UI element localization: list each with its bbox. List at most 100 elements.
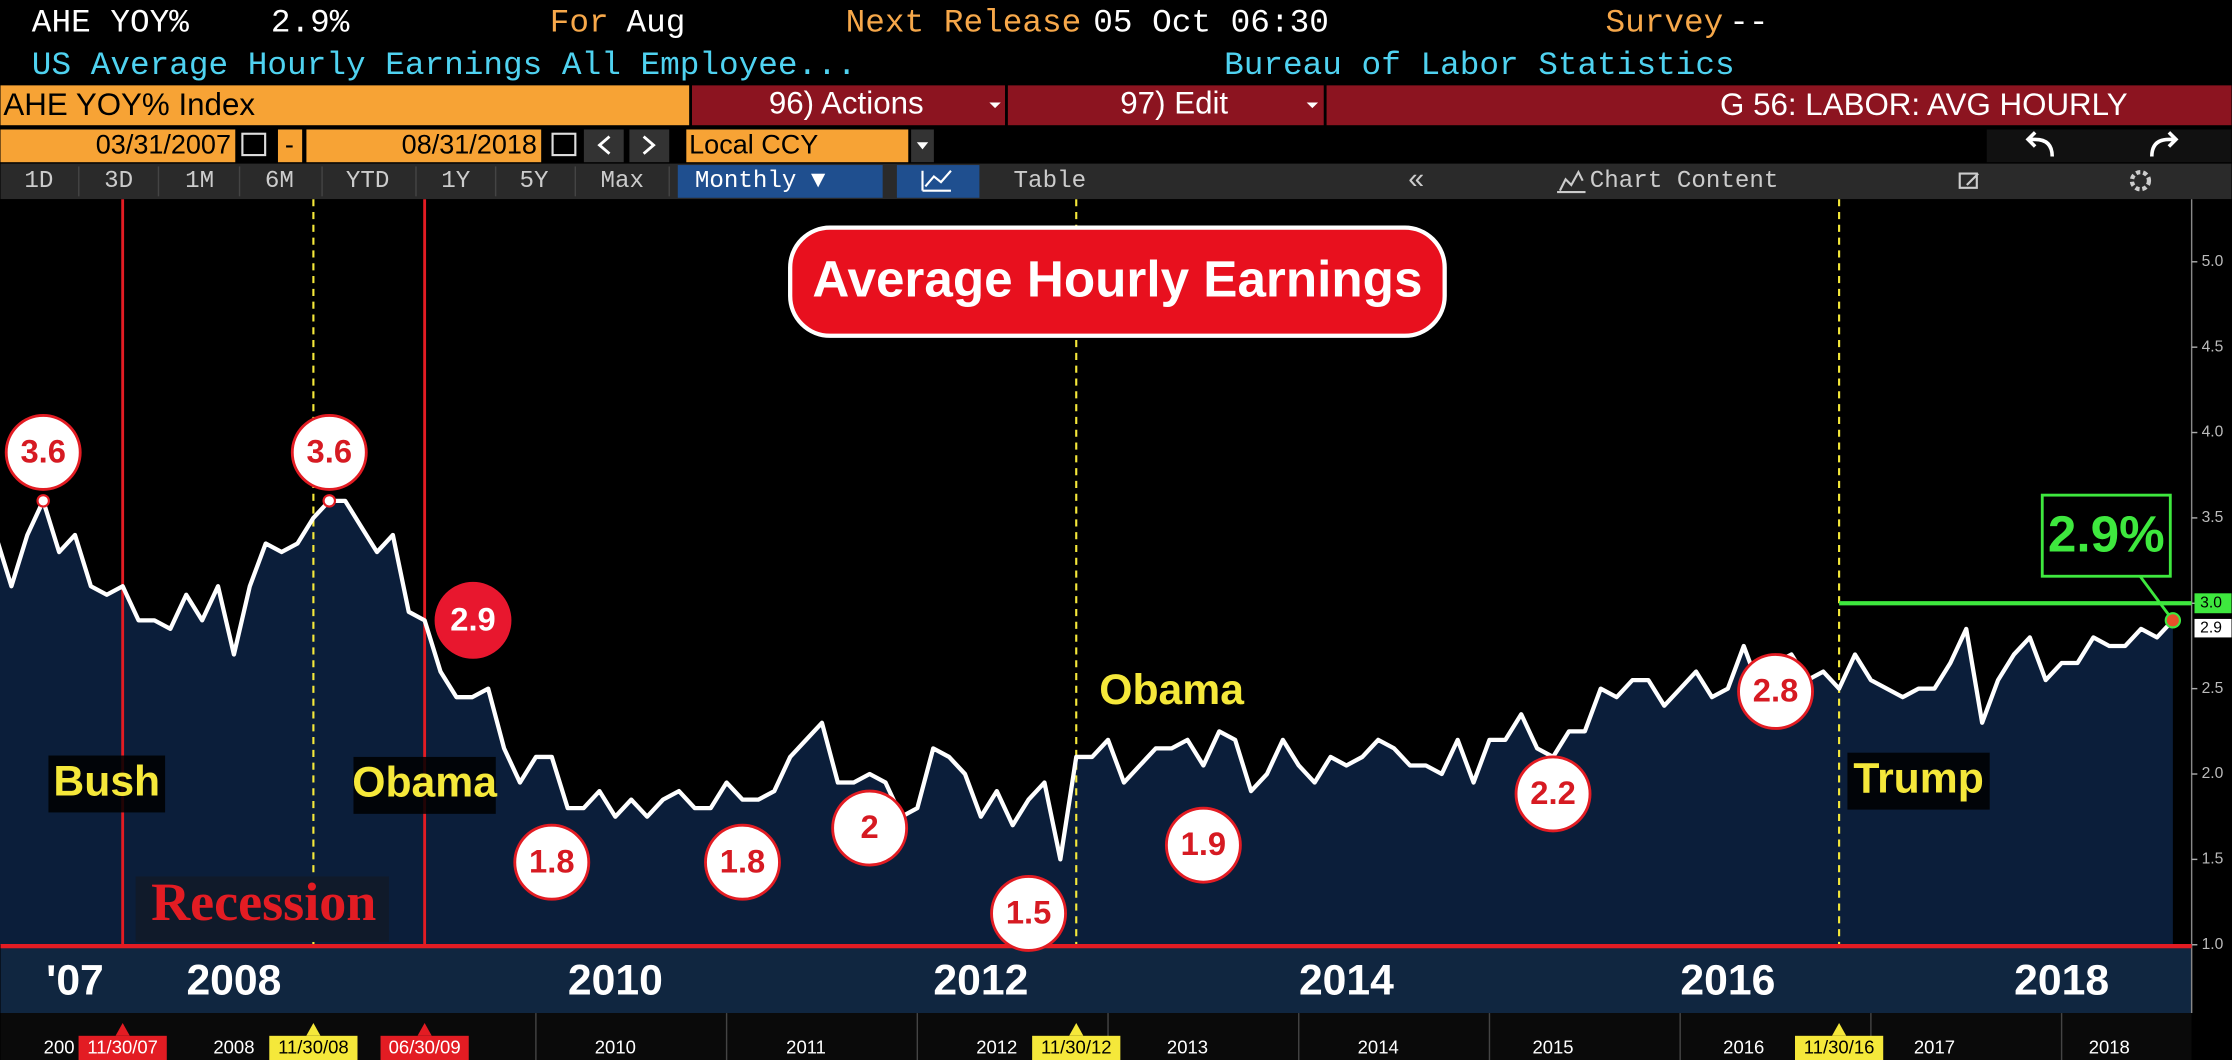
settings-icon[interactable] <box>2129 170 2152 192</box>
period-label-bg <box>353 756 496 814</box>
frequency-button[interactable] <box>677 165 883 198</box>
chart-type-button[interactable] <box>896 165 980 198</box>
actions-label[interactable]: 96) Actions <box>769 86 924 121</box>
period-label-bg <box>48 755 166 813</box>
table-button[interactable]: Table <box>1014 168 1087 195</box>
last-point <box>2164 612 2182 629</box>
callout-bubble <box>4 414 82 491</box>
start-date-box[interactable] <box>0 129 236 163</box>
range-buttons: 1D 3D 1M 6M YTD 1Y 5Y Max <box>24 166 670 197</box>
recession-label: Recession <box>151 872 376 932</box>
end-date-box[interactable] <box>306 129 542 163</box>
recession-label-bg <box>135 876 389 942</box>
last-value: 2.9% <box>271 4 350 41</box>
calendar-icon[interactable] <box>551 132 577 157</box>
frequency[interactable]: Monthly ▼ <box>695 168 826 195</box>
range-button[interactable]: YTD <box>346 168 390 195</box>
dropdown-arrow <box>916 142 929 150</box>
event-flag-marker <box>306 1023 321 1036</box>
next-release-label: Next Release <box>846 4 1082 41</box>
period-label: Obama <box>1099 666 1244 714</box>
page-bar <box>1326 85 2232 126</box>
history-bar <box>1986 129 2232 163</box>
toolbar: AHE YOY% Index 96) Actions 97) Edit G 56… <box>0 85 2232 200</box>
range-bar <box>0 163 2232 200</box>
chart-icon <box>921 170 952 192</box>
event-flag-label: 11/30/16 <box>1804 1037 1875 1058</box>
undo-icon[interactable] <box>2025 131 2054 157</box>
callout-label: 2.2 <box>1530 774 1575 811</box>
x-major-label: '07 <box>46 956 104 1004</box>
event-flag <box>380 1035 469 1060</box>
chart: 1.01.52.02.53.03.54.04.55.03.02.92.9%Bus… <box>0 199 2232 1060</box>
event-flag <box>1032 1035 1121 1060</box>
callout-label: 2 <box>861 808 879 845</box>
callout-label: 1.9 <box>1181 825 1226 862</box>
callout-bubble <box>990 875 1067 952</box>
start-date[interactable]: 03/31/2007 <box>96 130 231 160</box>
for-label: For <box>550 4 609 41</box>
y-tick-label: 1.0 <box>2202 936 2224 953</box>
survey-label: Survey <box>1605 4 1723 41</box>
forward-button[interactable] <box>629 129 670 163</box>
range-button[interactable]: 3D <box>104 168 133 195</box>
x-major-label: 2010 <box>568 956 663 1004</box>
ticker: AHE YOY% <box>32 4 189 41</box>
currency[interactable]: Local CCY <box>689 130 818 160</box>
chart-title: Average Hourly Earnings <box>812 251 1422 308</box>
last-value-box <box>2194 618 2232 638</box>
period-label: Obama <box>352 759 497 807</box>
range-button[interactable]: 5Y <box>520 168 550 195</box>
period-label: Trump <box>1853 754 1983 802</box>
calendar-icon[interactable] <box>241 132 267 157</box>
security-bar <box>0 85 690 126</box>
last-label-box <box>2040 493 2172 578</box>
currency-box[interactable] <box>686 129 909 163</box>
y-tick-label: 3.5 <box>2202 509 2224 526</box>
last-label: 2.9% <box>2048 505 2165 562</box>
edit-button[interactable] <box>1007 85 1324 126</box>
y-tick-label: 4.0 <box>2202 424 2224 441</box>
back-button[interactable] <box>583 129 624 163</box>
callout-label: 1.5 <box>1006 894 1051 931</box>
end-date[interactable]: 08/31/2018 <box>402 130 537 160</box>
event-flag-label: 06/30/09 <box>389 1037 461 1058</box>
date-separator: - <box>285 130 294 160</box>
period-label-bg <box>1100 664 1243 722</box>
event-flag <box>1794 1035 1884 1060</box>
event-flag <box>78 1035 167 1060</box>
callout-label: 2.8 <box>1753 672 1798 709</box>
x-axis-major-band <box>0 946 2192 1014</box>
chart-content-button[interactable]: Chart Content <box>1590 168 1779 195</box>
range-button[interactable]: 1M <box>185 168 214 195</box>
x-minor-label: 200 <box>44 1037 75 1058</box>
description: US Average Hourly Earnings All Employee.… <box>32 47 857 84</box>
period: Aug <box>627 4 686 41</box>
range-button[interactable]: 6M <box>265 168 294 195</box>
range-button[interactable]: 1D <box>24 168 53 195</box>
callout-label: 1.8 <box>529 842 574 879</box>
y-tick-label: 2.5 <box>2202 680 2224 697</box>
y-tick-label: 4.5 <box>2202 338 2224 355</box>
edit-label[interactable]: 97) Edit <box>1120 86 1228 121</box>
x-major-label: 2018 <box>2014 956 2109 1004</box>
x-minor-label: 2014 <box>1358 1037 1399 1058</box>
x-minor-label: 2011 <box>786 1037 826 1058</box>
header: AHE YOY% 2.9% For Aug Next Release 05 Oc… <box>32 4 1769 84</box>
x-major-label: 2008 <box>186 956 281 1004</box>
back-arrow <box>597 135 611 155</box>
collapse-icon[interactable]: « <box>1408 163 1424 195</box>
actions-button[interactable] <box>692 85 1006 126</box>
edit-icon[interactable] <box>1958 172 1979 189</box>
x-minor-label: 2015 <box>1532 1037 1573 1058</box>
x-minor-label: 2017 <box>1914 1037 1955 1058</box>
x-minor-label: 2012 <box>976 1037 1017 1058</box>
callout-bubble <box>1514 755 1592 833</box>
range-button[interactable]: Max <box>601 168 645 195</box>
title-box <box>788 225 1447 338</box>
chart-content-icon <box>1557 169 1586 194</box>
x-minor-label: 2016 <box>1723 1037 1764 1058</box>
redo-icon[interactable] <box>2150 131 2179 157</box>
range-button[interactable]: 1Y <box>441 168 471 195</box>
